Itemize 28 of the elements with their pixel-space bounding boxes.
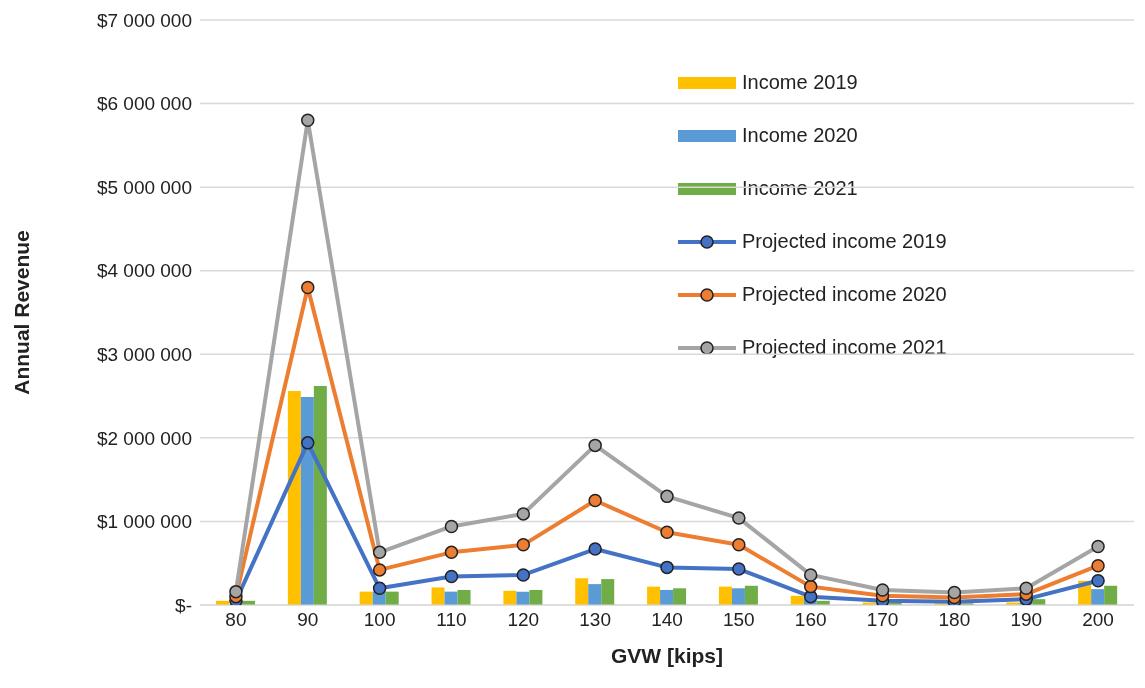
y-tick-label: $5 000 000 (96, 176, 192, 198)
x-tick-label: 130 (579, 609, 612, 631)
x-tick-label: 200 (1082, 609, 1114, 631)
x-tick-label: 150 (722, 609, 755, 631)
x-tick-label: 110 (436, 609, 467, 631)
legend-label: Income 2020 (740, 124, 860, 147)
x-axis-title: GVW [kips] (610, 644, 724, 667)
y-tick-label: $1 000 000 (96, 511, 192, 533)
x-tick-label: 90 (297, 609, 319, 631)
y-axis-title: Annual Revenue (10, 230, 34, 395)
legend-label: Projected income 2020 (740, 283, 949, 306)
legend-label: Income 2019 (740, 71, 860, 94)
y-tick-label: $- (175, 594, 192, 616)
x-tick-label: 100 (363, 609, 396, 631)
x-tick-label: 180 (938, 609, 971, 631)
y-tick-label: $3 000 000 (96, 344, 192, 366)
x-tick-label: 80 (225, 609, 247, 631)
y-tick-label: $2 000 000 (96, 427, 192, 449)
y-tick-label: $4 000 000 (96, 260, 192, 282)
x-tick-label: 140 (651, 609, 683, 631)
legend-label: Projected income 2019 (740, 230, 949, 253)
y-tick-label: $6 000 000 (96, 93, 192, 115)
legend-label: Projected income 2021 (740, 336, 949, 359)
x-tick-label: 160 (794, 609, 827, 631)
x-tick-label: 120 (507, 609, 540, 631)
x-tick-label: 190 (1010, 609, 1043, 631)
y-tick-label: $7 000 000 (96, 9, 192, 31)
x-tick-label: 170 (866, 609, 899, 631)
